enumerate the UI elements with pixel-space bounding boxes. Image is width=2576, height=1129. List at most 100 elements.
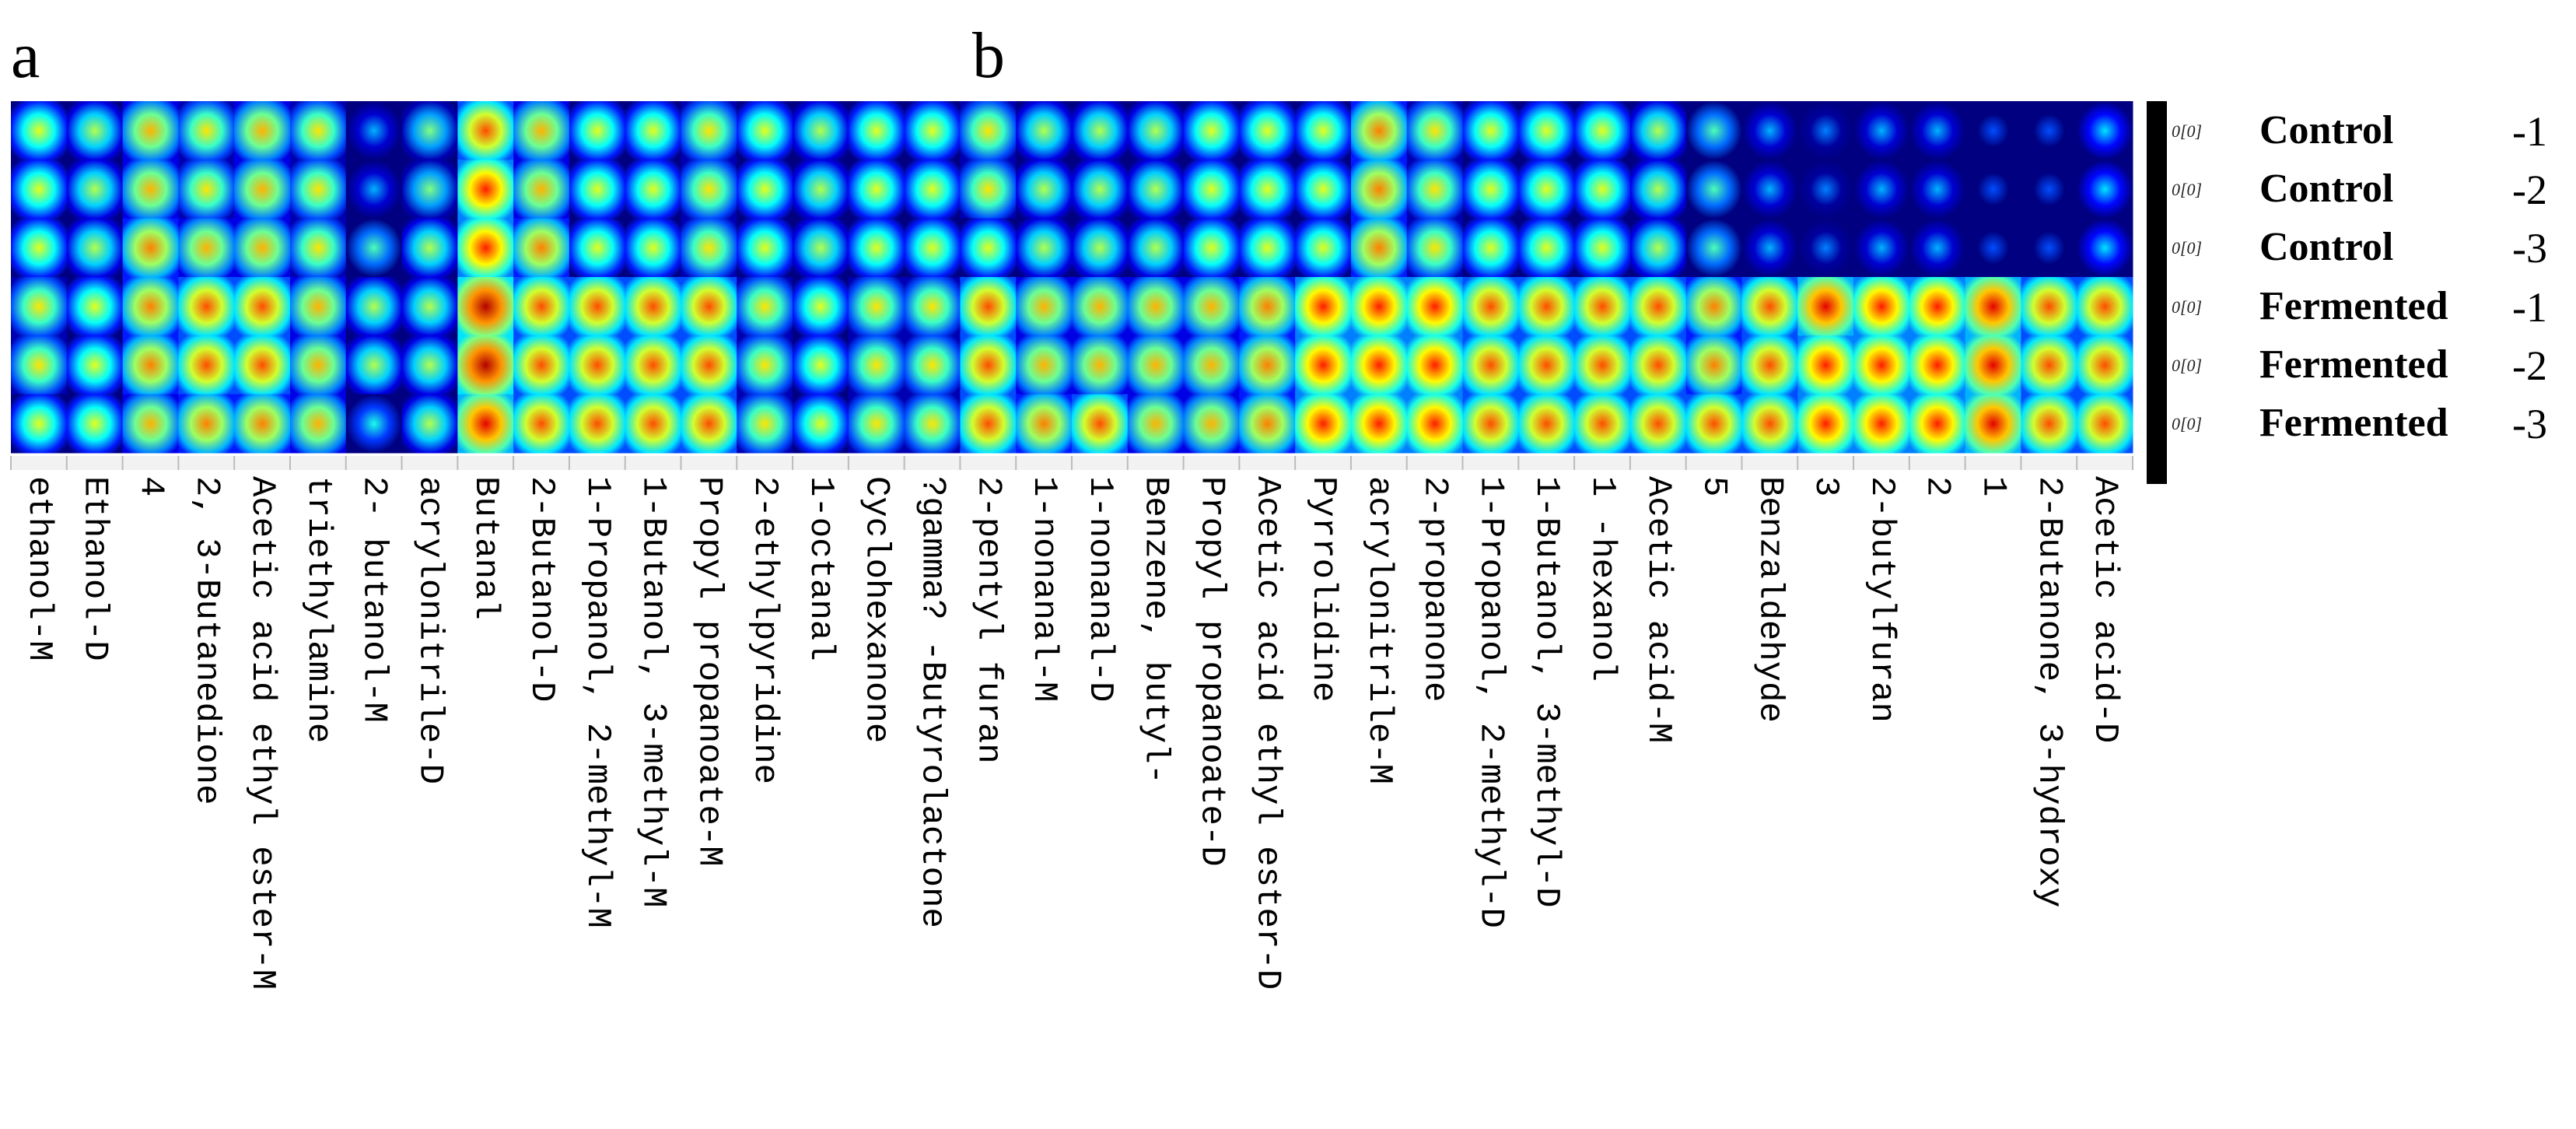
heatmap-cell — [1797, 218, 1854, 278]
column-label: Benzaldehyde — [1750, 476, 1790, 723]
heatmap-cell — [345, 394, 403, 454]
heatmap-cell — [1909, 277, 1966, 336]
heatmap-cell — [1183, 218, 1240, 278]
heatmap-cell — [1016, 277, 1073, 336]
heatmap-cell — [737, 160, 793, 219]
column-label: acrylonitrile-M — [1359, 476, 1398, 785]
heatmap-cell — [122, 277, 179, 336]
column-label: 5 — [1694, 476, 1734, 497]
row-label: Control — [2259, 107, 2394, 153]
row-label: Control — [2259, 225, 2394, 270]
column-label: 1 — [1973, 476, 2013, 497]
heatmap-cell — [2077, 101, 2133, 160]
heatmap-cell — [1406, 277, 1464, 336]
heatmap-cell — [1629, 394, 1687, 454]
heatmap-cell — [11, 394, 68, 454]
heatmap-cell — [1629, 277, 1687, 336]
heatmap-cell — [1239, 277, 1296, 336]
heatmap-cell — [1797, 394, 1854, 454]
heatmap-cell — [625, 277, 681, 336]
heatmap-cell — [1183, 101, 1240, 160]
heatmap-cell — [904, 101, 961, 160]
column-label: 1 -hexanol — [1583, 476, 1622, 682]
heatmap-cell — [345, 335, 403, 395]
column-label: Butanal — [466, 476, 506, 620]
heatmap-cell — [1462, 394, 1519, 454]
heatmap-cell — [1965, 335, 2021, 395]
heatmap-cell — [2077, 160, 2133, 219]
column-label: Propyl propanoate-D — [1192, 476, 1231, 867]
heatmap-cell — [1127, 394, 1185, 454]
heatmap-cell — [1965, 277, 2021, 336]
heatmap-cell — [457, 101, 514, 160]
scale-bar-fill — [2147, 101, 2167, 484]
heatmap-cell — [11, 101, 68, 160]
column-label: Acetic acid ethyl ester-M — [243, 476, 282, 991]
heatmap-cell — [457, 394, 514, 454]
heatmap-cell — [960, 101, 1017, 160]
column-label: 2-butylfuran — [1861, 476, 1901, 723]
heatmap-cell — [11, 335, 68, 395]
heatmap-cell — [234, 277, 291, 336]
heatmap-cell — [457, 160, 514, 219]
heatmap-cell — [1183, 335, 1240, 395]
heatmap-cell — [1183, 277, 1240, 336]
heatmap-cell — [1295, 101, 1352, 160]
column-label: 1-nonanal-D — [1080, 476, 1119, 703]
heatmap-cell — [848, 277, 905, 336]
row-label: Control — [2259, 167, 2394, 211]
heatmap-cell — [401, 160, 458, 219]
heatmap-cell — [1629, 218, 1687, 278]
heatmap-cell — [345, 101, 403, 160]
heatmap-cell — [737, 218, 793, 278]
column-label: 4 — [131, 476, 170, 497]
heatmap-cell — [1016, 101, 1073, 160]
heatmap-cell — [681, 335, 737, 395]
column-label: 1-octanal — [800, 476, 840, 661]
heatmap-cell — [904, 394, 961, 454]
column-label: ethanol-M — [19, 476, 58, 661]
column-label: 1-Butanol, 3-methyl-D — [1527, 476, 1566, 908]
heatmap-cell — [1574, 335, 1631, 395]
heatmap-cell — [66, 394, 124, 454]
scale-tick-label: 0[0] — [2172, 238, 2203, 258]
heatmap-cell — [1797, 277, 1854, 336]
panel-label-a: a — [11, 19, 40, 92]
heatmap-cell — [1629, 101, 1687, 160]
heatmap-cell — [1406, 335, 1464, 395]
column-label: 1-Butanol, 3-methyl-M — [633, 476, 673, 908]
heatmap-cell — [1350, 394, 1408, 454]
heatmap-cell — [681, 101, 737, 160]
heatmap-cell — [1518, 277, 1575, 336]
heatmap-cell — [960, 160, 1017, 219]
heatmap-cell — [1574, 160, 1631, 219]
heatmap-cell — [513, 394, 570, 454]
heatmap-cell — [289, 218, 347, 278]
heatmap-cell — [1072, 335, 1129, 395]
heatmap-cell — [1518, 218, 1575, 278]
heatmap-cell — [1853, 101, 1910, 160]
heatmap-cell — [1741, 101, 1798, 160]
heatmap-cell — [2077, 277, 2133, 336]
heatmap-cell — [457, 218, 514, 278]
column-label: Acetic acid-D — [2085, 476, 2125, 744]
heatmap-cell — [2077, 394, 2133, 454]
heatmap-cell — [1965, 218, 2021, 278]
scale-tick-label: 0[0] — [2172, 180, 2203, 199]
heatmap-cell — [289, 101, 347, 160]
heatmap-cell — [1072, 218, 1129, 278]
heatmap-cell — [625, 335, 681, 395]
heatmap-cell — [904, 160, 961, 219]
heatmap-cell — [2077, 218, 2133, 278]
column-label: 1-Propanol, 2-methyl-D — [1471, 476, 1510, 928]
heatmap-cell — [513, 277, 570, 336]
heatmap-cell — [1518, 101, 1575, 160]
heatmap-cell — [1909, 335, 1966, 395]
row-index: -1 — [2512, 283, 2547, 331]
row-index: -1 — [2512, 107, 2547, 155]
column-label: triethylamine — [298, 476, 338, 744]
heatmap-cell — [1741, 160, 1798, 219]
heatmap-cell — [1350, 218, 1408, 278]
heatmap-cell — [1797, 335, 1854, 395]
heatmap-cell — [737, 335, 793, 395]
